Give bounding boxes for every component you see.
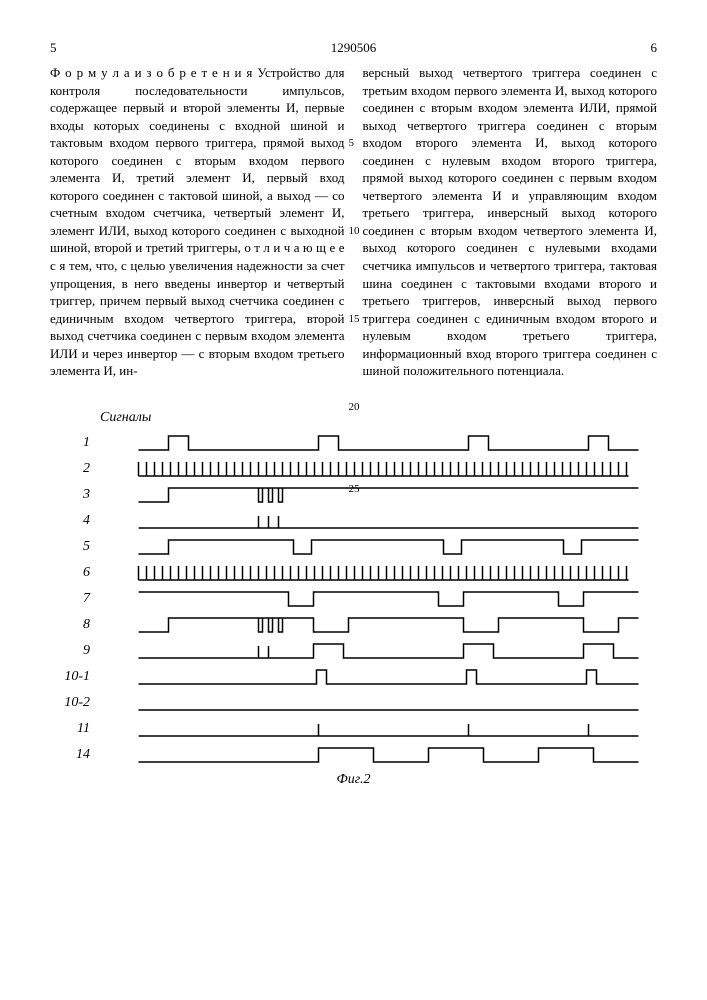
signal-waveform (100, 456, 657, 482)
timing-diagram: Сигналы 12345678910-110-21114 Фиг.2 (50, 410, 657, 788)
signal-waveform (100, 560, 657, 586)
right-text: версный выход четвертого триггера соедин… (363, 64, 658, 380)
left-text: Ф о р м у л а и з о б р е т е н и я Устр… (50, 64, 345, 380)
line-num: 25 (349, 482, 360, 497)
signal-row: 14 (50, 742, 657, 768)
signal-row: 10-2 (50, 690, 657, 716)
doc-number: 1290506 (331, 40, 377, 56)
signal-waveform (100, 586, 657, 612)
line-num: 20 (349, 400, 360, 415)
signal-waveform (100, 482, 657, 508)
signal-waveform (100, 664, 657, 690)
line-num: 10 (349, 224, 360, 239)
signal-row: 2 (50, 456, 657, 482)
signal-label: 5 (50, 539, 100, 555)
signal-waveform (100, 690, 657, 716)
col-num-right: 6 (651, 40, 658, 56)
signal-label: 10-2 (50, 695, 100, 711)
signal-label: 9 (50, 643, 100, 659)
signal-label: 7 (50, 591, 100, 607)
signal-waveform (100, 742, 657, 768)
signal-row: 11 (50, 716, 657, 742)
line-num: 5 (349, 136, 355, 151)
signal-label: 10-1 (50, 669, 100, 685)
signal-row: 1 (50, 430, 657, 456)
right-column: 5 10 15 20 25 версный выход четвертого т… (363, 64, 658, 380)
signal-waveform (100, 534, 657, 560)
signal-label: 11 (50, 721, 100, 737)
col-num-left: 5 (50, 40, 57, 56)
signal-row: 10-1 (50, 664, 657, 690)
signal-waveform (100, 638, 657, 664)
signal-row: 5 (50, 534, 657, 560)
signal-waveform (100, 508, 657, 534)
signal-label: 14 (50, 747, 100, 763)
signal-row: 4 (50, 508, 657, 534)
signal-row: 7 (50, 586, 657, 612)
signal-label: 8 (50, 617, 100, 633)
signal-waveform (100, 612, 657, 638)
line-num: 15 (349, 312, 360, 327)
signal-waveform (100, 716, 657, 742)
signal-row: 6 (50, 560, 657, 586)
signal-row: 8 (50, 612, 657, 638)
signal-label: 3 (50, 487, 100, 503)
signal-label: 1 (50, 435, 100, 451)
signal-label: 4 (50, 513, 100, 529)
signal-label: 6 (50, 565, 100, 581)
signal-row: 9 (50, 638, 657, 664)
signal-label: 2 (50, 461, 100, 477)
figure-label: Фиг.2 (50, 772, 657, 788)
left-column: Ф о р м у л а и з о б р е т е н и я Устр… (50, 64, 345, 380)
signal-waveform (100, 430, 657, 456)
